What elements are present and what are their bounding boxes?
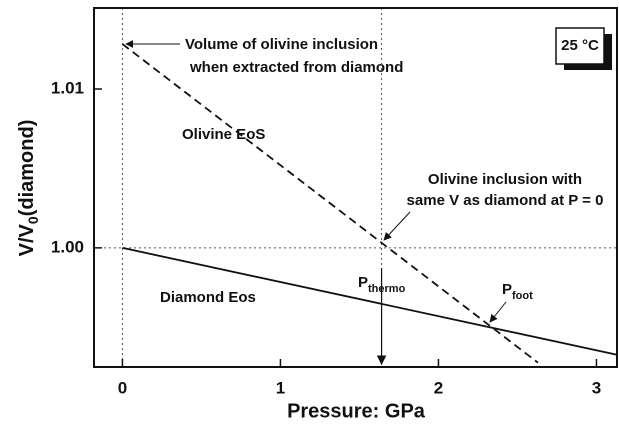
- series-label: Olivine EoS: [182, 126, 265, 143]
- annotation: Volume of olivine inclusion: [185, 36, 378, 53]
- temperature-label: 25 °C: [561, 37, 599, 54]
- y-tick-label: 1.01: [51, 78, 84, 97]
- x-tick-label: 0: [118, 378, 127, 397]
- p-label: P: [502, 281, 512, 298]
- line-series: [122, 246, 618, 356]
- p-foot: Pfoot: [502, 281, 533, 302]
- temperature-box: [555, 27, 605, 65]
- annotation: same V as diamond at P = 0: [407, 192, 604, 209]
- y-label-sub: 0: [25, 216, 41, 224]
- x-axis-label: Pressure: GPa: [287, 400, 426, 422]
- x-tick-label: 1: [276, 378, 285, 397]
- x-tick-label: 2: [434, 378, 443, 397]
- line-series: [121, 43, 539, 364]
- plot-frame: [93, 7, 618, 368]
- y-tick-label: 1.00: [51, 237, 84, 256]
- p-sub: thermo: [368, 283, 406, 295]
- y-label-main: V/V: [16, 223, 38, 256]
- arrow: [489, 301, 507, 323]
- arrow: [383, 211, 411, 241]
- p-thermo: Pthermo: [358, 274, 406, 295]
- y-label-rest: (diamond): [16, 120, 38, 217]
- x-tick-label: 3: [592, 378, 601, 397]
- p-label: P: [358, 274, 368, 291]
- y-axis-label: V/V0(diamond): [16, 120, 40, 257]
- annotation: Olivine inclusion with: [428, 171, 582, 188]
- annotation: when extracted from diamond: [189, 59, 403, 76]
- series-label: Diamond Eos: [160, 289, 256, 306]
- p-sub: foot: [512, 290, 533, 302]
